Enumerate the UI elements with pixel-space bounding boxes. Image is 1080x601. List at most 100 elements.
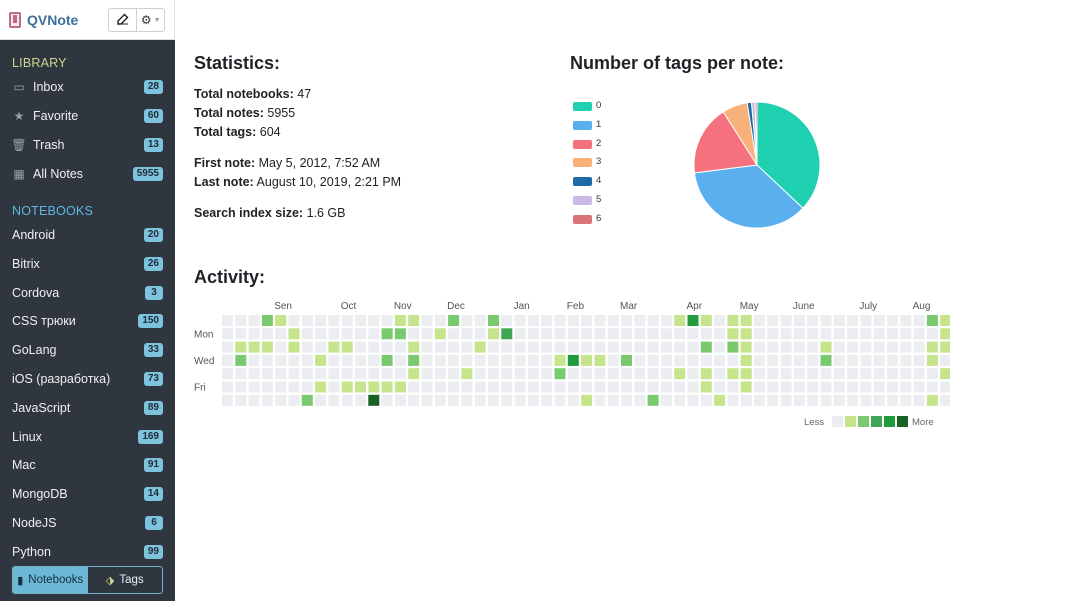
activity-day-cell[interactable] bbox=[647, 354, 659, 366]
notebook-item[interactable]: Cordova 3 bbox=[0, 280, 175, 306]
activity-day-cell[interactable] bbox=[727, 381, 739, 393]
activity-day-cell[interactable] bbox=[820, 354, 832, 366]
activity-day-cell[interactable] bbox=[833, 394, 845, 406]
activity-day-cell[interactable] bbox=[488, 315, 499, 326]
activity-day-cell[interactable] bbox=[408, 368, 420, 380]
legend-entry[interactable]: 1 bbox=[573, 119, 633, 131]
activity-day-cell[interactable] bbox=[767, 341, 779, 353]
activity-day-cell[interactable] bbox=[514, 394, 526, 406]
activity-day-cell[interactable] bbox=[527, 341, 539, 353]
pie-slice-1[interactable] bbox=[693, 164, 804, 229]
activity-day-cell[interactable] bbox=[567, 315, 579, 326]
activity-day-cell[interactable] bbox=[434, 381, 446, 393]
activity-day-cell[interactable] bbox=[740, 315, 752, 326]
legend-entry[interactable]: 3 bbox=[573, 156, 633, 168]
activity-day-cell[interactable] bbox=[900, 328, 912, 340]
activity-day-cell[interactable] bbox=[594, 328, 606, 340]
activity-day-cell[interactable] bbox=[235, 315, 247, 326]
activity-day-cell[interactable] bbox=[913, 315, 925, 326]
activity-day-cell[interactable] bbox=[381, 341, 393, 353]
activity-day-cell[interactable] bbox=[727, 315, 739, 326]
activity-day-cell[interactable] bbox=[541, 354, 553, 366]
activity-day-cell[interactable] bbox=[488, 381, 499, 393]
activity-day-cell[interactable] bbox=[647, 315, 659, 326]
activity-day-cell[interactable] bbox=[634, 354, 646, 366]
activity-day-cell[interactable] bbox=[793, 381, 805, 393]
activity-day-cell[interactable] bbox=[634, 341, 646, 353]
activity-day-cell[interactable] bbox=[501, 394, 513, 406]
activity-day-cell[interactable] bbox=[408, 315, 420, 326]
activity-day-cell[interactable] bbox=[820, 315, 832, 326]
activity-day-cell[interactable] bbox=[900, 394, 912, 406]
activity-day-cell[interactable] bbox=[780, 328, 792, 340]
activity-day-cell[interactable] bbox=[793, 328, 805, 340]
activity-day-cell[interactable] bbox=[222, 381, 233, 393]
activity-day-cell[interactable] bbox=[621, 381, 632, 393]
activity-day-cell[interactable] bbox=[660, 381, 672, 393]
activity-day-cell[interactable] bbox=[408, 341, 420, 353]
activity-day-cell[interactable] bbox=[474, 381, 486, 393]
activity-day-cell[interactable] bbox=[275, 354, 287, 366]
activity-day-cell[interactable] bbox=[647, 341, 659, 353]
activity-day-cell[interactable] bbox=[261, 354, 273, 366]
activity-day-cell[interactable] bbox=[900, 368, 912, 380]
activity-day-cell[interactable] bbox=[381, 394, 393, 406]
activity-day-cell[interactable] bbox=[674, 368, 686, 380]
activity-day-cell[interactable] bbox=[873, 394, 885, 406]
activity-day-cell[interactable] bbox=[594, 315, 606, 326]
activity-day-cell[interactable] bbox=[847, 315, 859, 326]
activity-day-cell[interactable] bbox=[647, 328, 659, 340]
activity-day-cell[interactable] bbox=[527, 394, 539, 406]
activity-day-cell[interactable] bbox=[235, 394, 247, 406]
activity-day-cell[interactable] bbox=[421, 354, 433, 366]
activity-day-cell[interactable] bbox=[235, 381, 247, 393]
activity-day-cell[interactable] bbox=[275, 368, 287, 380]
activity-day-cell[interactable] bbox=[687, 341, 699, 353]
activity-day-cell[interactable] bbox=[301, 341, 313, 353]
activity-day-cell[interactable] bbox=[501, 368, 513, 380]
activity-day-cell[interactable] bbox=[381, 381, 393, 393]
activity-day-cell[interactable] bbox=[926, 394, 938, 406]
activity-day-cell[interactable] bbox=[501, 354, 513, 366]
activity-day-cell[interactable] bbox=[275, 315, 287, 326]
activity-day-cell[interactable] bbox=[714, 315, 726, 326]
activity-day-cell[interactable] bbox=[408, 394, 420, 406]
activity-day-cell[interactable] bbox=[887, 394, 898, 406]
settings-dropdown-button[interactable]: ⚙ ▼ bbox=[136, 9, 164, 31]
activity-day-cell[interactable] bbox=[674, 354, 686, 366]
activity-day-cell[interactable] bbox=[328, 394, 340, 406]
activity-day-cell[interactable] bbox=[926, 328, 938, 340]
activity-day-cell[interactable] bbox=[607, 341, 619, 353]
activity-day-cell[interactable] bbox=[448, 368, 460, 380]
activity-day-cell[interactable] bbox=[900, 354, 912, 366]
activity-day-cell[interactable] bbox=[355, 341, 366, 353]
activity-day-cell[interactable] bbox=[793, 394, 805, 406]
activity-day-cell[interactable] bbox=[341, 328, 353, 340]
activity-day-cell[interactable] bbox=[793, 341, 805, 353]
activity-day-cell[interactable] bbox=[368, 328, 380, 340]
activity-day-cell[interactable] bbox=[900, 315, 912, 326]
activity-day-cell[interactable] bbox=[288, 328, 300, 340]
activity-day-cell[interactable] bbox=[674, 315, 686, 326]
activity-day-cell[interactable] bbox=[621, 394, 632, 406]
activity-day-cell[interactable] bbox=[913, 341, 925, 353]
activity-day-cell[interactable] bbox=[634, 328, 646, 340]
activity-day-cell[interactable] bbox=[687, 328, 699, 340]
activity-day-cell[interactable] bbox=[328, 315, 340, 326]
activity-day-cell[interactable] bbox=[341, 354, 353, 366]
activity-day-cell[interactable] bbox=[248, 328, 260, 340]
notebook-item[interactable]: GoLang 33 bbox=[0, 337, 175, 363]
activity-day-cell[interactable] bbox=[315, 368, 327, 380]
activity-day-cell[interactable] bbox=[541, 315, 553, 326]
activity-day-cell[interactable] bbox=[607, 315, 619, 326]
activity-day-cell[interactable] bbox=[740, 341, 752, 353]
activity-day-cell[interactable] bbox=[900, 341, 912, 353]
activity-day-cell[interactable] bbox=[261, 315, 273, 326]
activity-day-cell[interactable] bbox=[913, 328, 925, 340]
activity-day-cell[interactable] bbox=[873, 368, 885, 380]
activity-day-cell[interactable] bbox=[235, 341, 247, 353]
activity-day-cell[interactable] bbox=[833, 315, 845, 326]
activity-day-cell[interactable] bbox=[754, 368, 765, 380]
activity-day-cell[interactable] bbox=[554, 328, 566, 340]
activity-day-cell[interactable] bbox=[554, 341, 566, 353]
